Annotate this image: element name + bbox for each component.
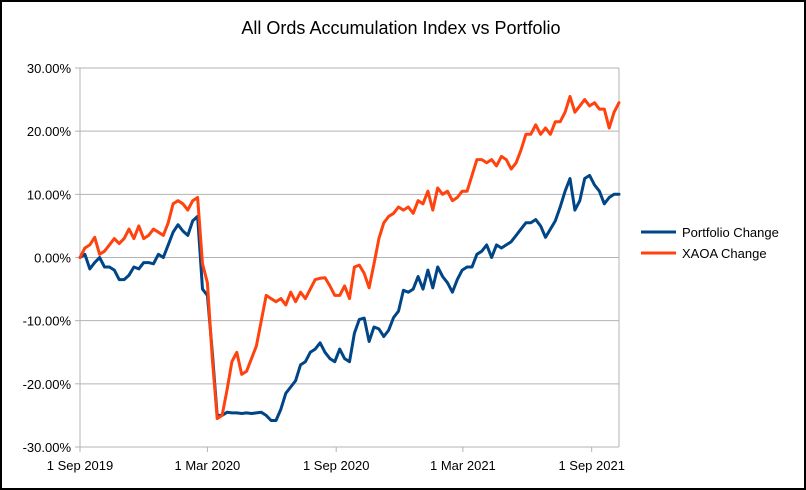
y-tick-label: 0.00% xyxy=(34,251,71,266)
gridlines xyxy=(80,67,619,448)
x-tick-label: 1 Sep 2020 xyxy=(303,458,370,473)
x-tick-label: 1 Sep 2019 xyxy=(47,458,114,473)
series-lines xyxy=(78,94,621,422)
y-axis-ticks: 30.00% 20.00% 10.00% 0.00% -10.00% -20.00% -30… xyxy=(23,61,80,455)
x-tick-label: 1 Mar 2021 xyxy=(430,458,496,473)
x-tick-label: 1 Sep 2021 xyxy=(558,458,625,473)
legend: Portfolio Change XAOA Change xyxy=(641,225,779,261)
y-tick-label: -20.00% xyxy=(23,377,72,392)
legend-label: Portfolio Change xyxy=(682,225,779,240)
y-tick-label: -30.00% xyxy=(23,440,72,455)
chart-title: All Ords Accumulation Index vs Portfolio xyxy=(241,18,561,38)
legend-label: XAOA Change xyxy=(682,246,767,261)
y-tick-label: 10.00% xyxy=(27,187,72,202)
y-tick-label: 20.00% xyxy=(27,124,72,139)
x-axis-ticks: 1 Sep 2019 1 Mar 2020 1 Sep 2020 1 Mar 2021… xyxy=(47,447,625,473)
series-line-2 xyxy=(78,94,621,421)
y-tick-label: 30.00% xyxy=(27,61,72,76)
x-tick-label: 1 Mar 2020 xyxy=(175,458,241,473)
series-line-1 xyxy=(78,173,621,422)
y-tick-label: -10.00% xyxy=(23,314,72,329)
